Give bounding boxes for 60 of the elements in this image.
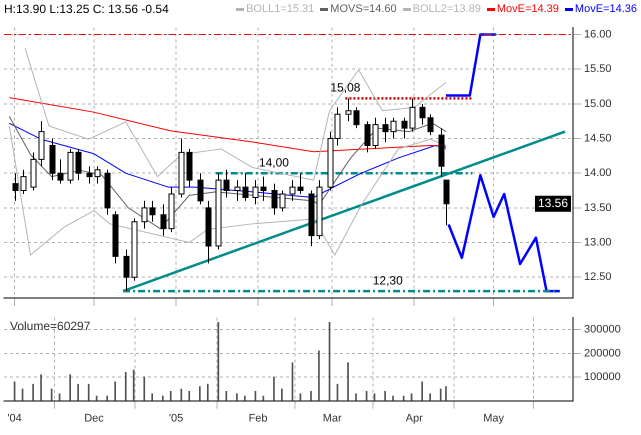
annotation: Volume=60297 bbox=[10, 318, 91, 333]
candlestick bbox=[260, 176, 266, 202]
candlestick bbox=[124, 248, 130, 292]
x-tick-label: Apr bbox=[406, 412, 424, 424]
candlestick bbox=[280, 190, 286, 212]
y-tick-label: 14.00 bbox=[584, 167, 612, 180]
candlestick bbox=[252, 180, 258, 205]
legend-label: MovE=14.39 bbox=[496, 3, 559, 15]
x-tick-label: '05 bbox=[168, 412, 184, 424]
candlestick bbox=[402, 117, 408, 140]
y-tick-label: 100000 bbox=[584, 371, 621, 384]
y-tick-label: 16.00 bbox=[584, 28, 612, 41]
y-tick-label: 300000 bbox=[584, 324, 621, 336]
annotation: 15,08 bbox=[330, 80, 361, 95]
candlestick bbox=[150, 200, 156, 222]
candlestick bbox=[160, 204, 166, 236]
candlestick bbox=[86, 166, 92, 184]
candlestick bbox=[142, 200, 148, 230]
x-tick-label: May bbox=[483, 412, 504, 424]
y-tick-label: 13.50 bbox=[584, 202, 612, 214]
candlestick bbox=[234, 180, 240, 202]
x-tick-label: Mar bbox=[322, 412, 342, 424]
candlestick bbox=[420, 103, 426, 126]
y-tick-label: 13.00 bbox=[584, 236, 612, 249]
candlestick bbox=[354, 106, 360, 129]
candlestick bbox=[364, 120, 370, 153]
annotation: 14,00 bbox=[258, 156, 290, 170]
candlestick bbox=[224, 169, 230, 198]
candlestick bbox=[390, 117, 396, 140]
candlestick bbox=[298, 172, 304, 194]
candlestick bbox=[382, 117, 388, 142]
candlestick bbox=[410, 98, 416, 132]
annotation: 13.56 bbox=[538, 196, 568, 210]
candlestick bbox=[76, 148, 82, 181]
y-tick-label: 14.50 bbox=[584, 132, 612, 145]
annotation: 12,30 bbox=[372, 273, 404, 288]
candlestick bbox=[290, 180, 296, 202]
y-tick-label: 15.00 bbox=[584, 98, 612, 110]
candlestick bbox=[242, 172, 248, 202]
legend-label: MovE=14.36 bbox=[574, 3, 637, 15]
candlestick bbox=[272, 183, 278, 216]
y-tick-label: 12.50 bbox=[584, 271, 612, 284]
x-tick-label: Dec bbox=[84, 412, 104, 424]
candlestick bbox=[346, 98, 352, 122]
x-tick-label: Feb bbox=[248, 412, 268, 424]
legend-label: BOLL1=15.31 bbox=[246, 3, 314, 15]
candlestick bbox=[372, 117, 378, 150]
candlestick bbox=[12, 172, 18, 202]
y-tick-label: 15.50 bbox=[584, 63, 612, 76]
y-tick-label: 200000 bbox=[584, 347, 621, 360]
candlestick bbox=[94, 166, 100, 184]
legend-label: MOVS=14.60 bbox=[330, 3, 397, 15]
candlestick bbox=[58, 158, 64, 184]
candlestick bbox=[20, 169, 26, 194]
chart-title: H:13.90 L:13.25 C: 13.56 -0.54 bbox=[4, 2, 169, 16]
x-tick-label: '04 bbox=[7, 412, 22, 424]
candlestick bbox=[444, 180, 450, 226]
candlestick bbox=[428, 114, 434, 136]
candlestick bbox=[198, 172, 204, 205]
legend-label: BOLL2=13.89 bbox=[412, 3, 481, 15]
